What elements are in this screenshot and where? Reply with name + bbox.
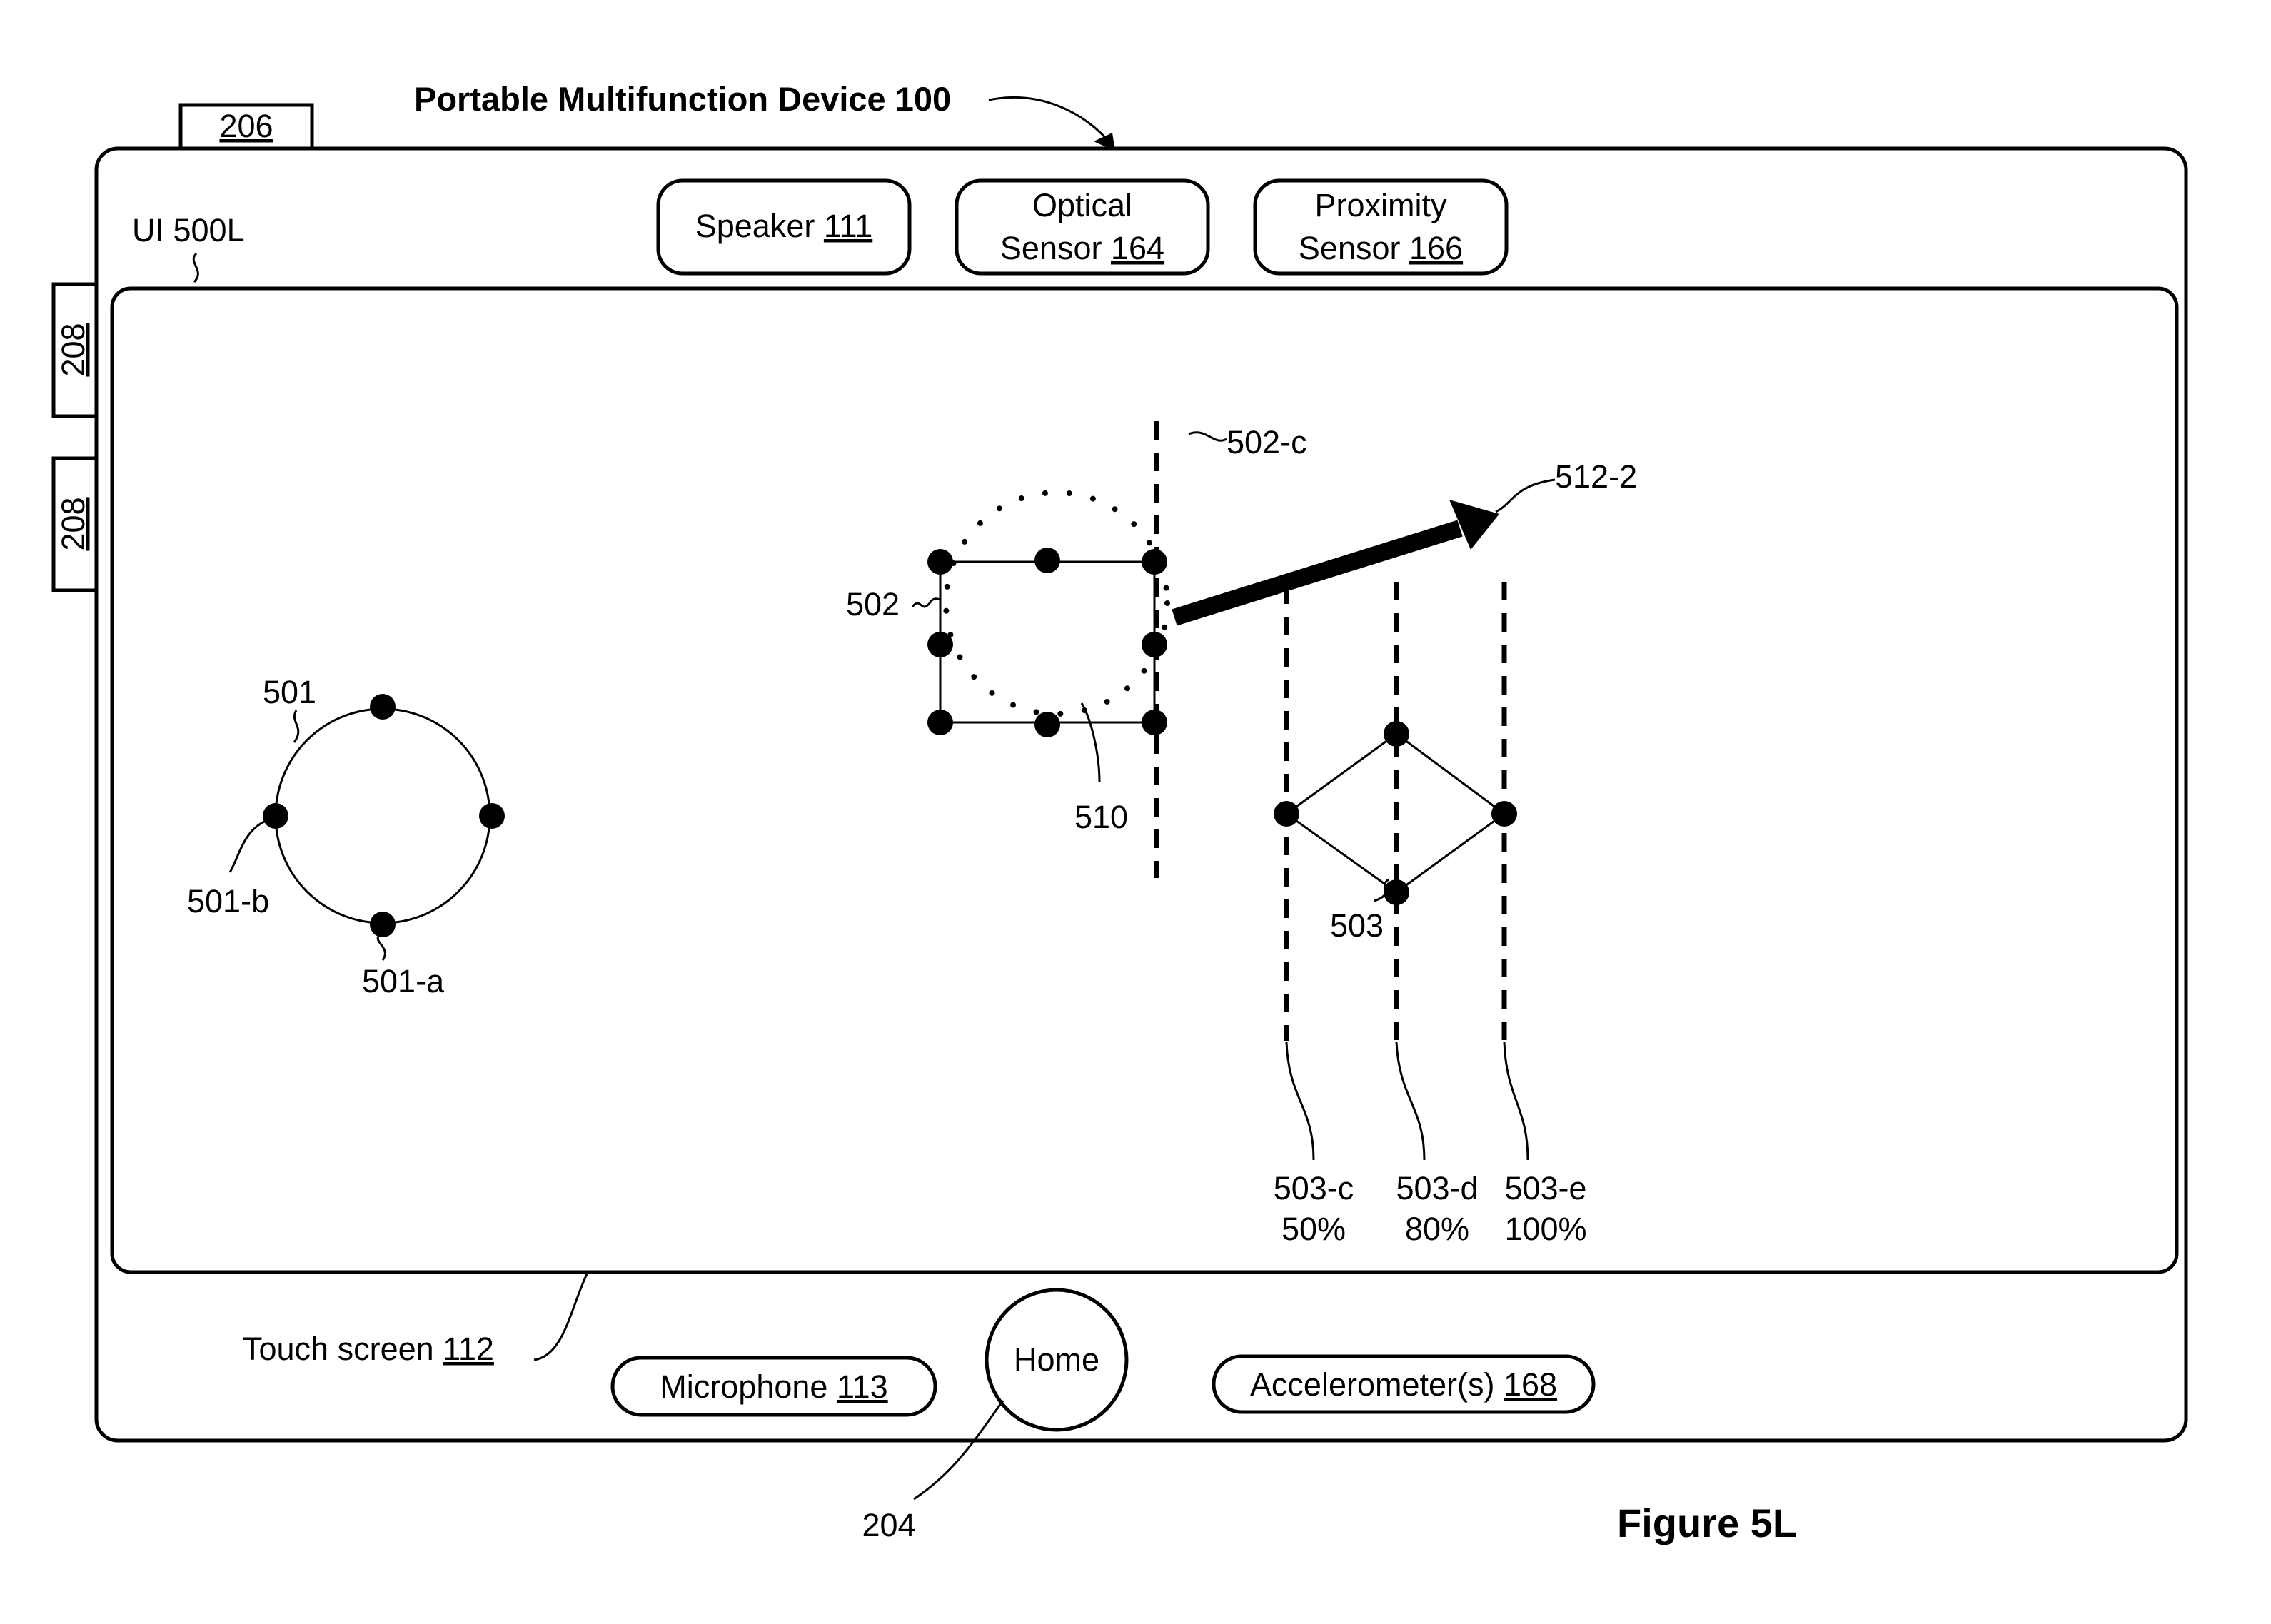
proximity-sensor-line1: Proximity [1314,187,1447,223]
line-c-percent: 50% [1281,1211,1346,1247]
rect-handle-mid-left[interactable] [927,632,953,657]
volume-button-1-ref: 208 [55,323,91,376]
rect-handle-top-mid[interactable] [1034,548,1060,573]
optical-sensor-line2: Sensor 164 [1000,230,1164,266]
top-button-ref: 206 [219,108,273,144]
diamond-handle-top[interactable] [1384,721,1409,747]
volume-button-2-ref: 208 [55,497,91,550]
line-e-percent: 100% [1504,1211,1586,1247]
circle-handle-a-ref: 501-a [362,963,445,999]
accelerometers-label: Accelerometer(s) 168 [1250,1366,1557,1403]
title-leader [989,97,1110,143]
microphone-label: Microphone 113 [660,1368,887,1405]
optical-sensor-line1: Optical [1032,187,1132,223]
circle-handle-right[interactable] [479,803,505,829]
line-e-ref: 503-e [1504,1170,1586,1206]
ui-label: UI 500L [132,212,245,248]
touch-screen-label: Touch screen 112 [243,1331,494,1367]
diamond-ref: 503 [1330,907,1384,944]
figure-label: Figure 5L [1617,1501,1797,1545]
touch-screen[interactable] [112,288,2177,1272]
line-d-percent: 80% [1405,1211,1469,1247]
diamond-handle-bottom[interactable] [1384,879,1409,905]
speaker-label: Speaker 111 [695,208,873,244]
snap-line-ref: 502-c [1227,424,1307,460]
rect-handle-bottom-mid[interactable] [1034,712,1060,737]
circle-ref: 501 [263,674,316,710]
circle-handle-left[interactable] [263,803,288,829]
home-ref: 204 [862,1507,915,1543]
diamond-handle-right[interactable] [1491,801,1517,827]
diamond-handle-left[interactable] [1274,801,1299,827]
line-d-ref: 503-d [1396,1170,1478,1206]
rect-handle-bottom-left[interactable] [927,710,953,735]
home-button-label: Home [1014,1341,1099,1378]
circle-handle-b-ref: 501-b [187,883,269,919]
line-c-ref: 503-c [1274,1170,1354,1206]
circle-handle-top[interactable] [370,694,396,720]
selection-ref: 510 [1074,799,1128,835]
rect-handle-top-left[interactable] [927,549,953,575]
rectangle-ref: 502 [846,586,900,622]
figure-title: Portable Multifunction Device 100 [414,80,951,118]
arrow-ref: 512-2 [1555,458,1637,495]
proximity-sensor-line2: Sensor 166 [1299,230,1463,266]
